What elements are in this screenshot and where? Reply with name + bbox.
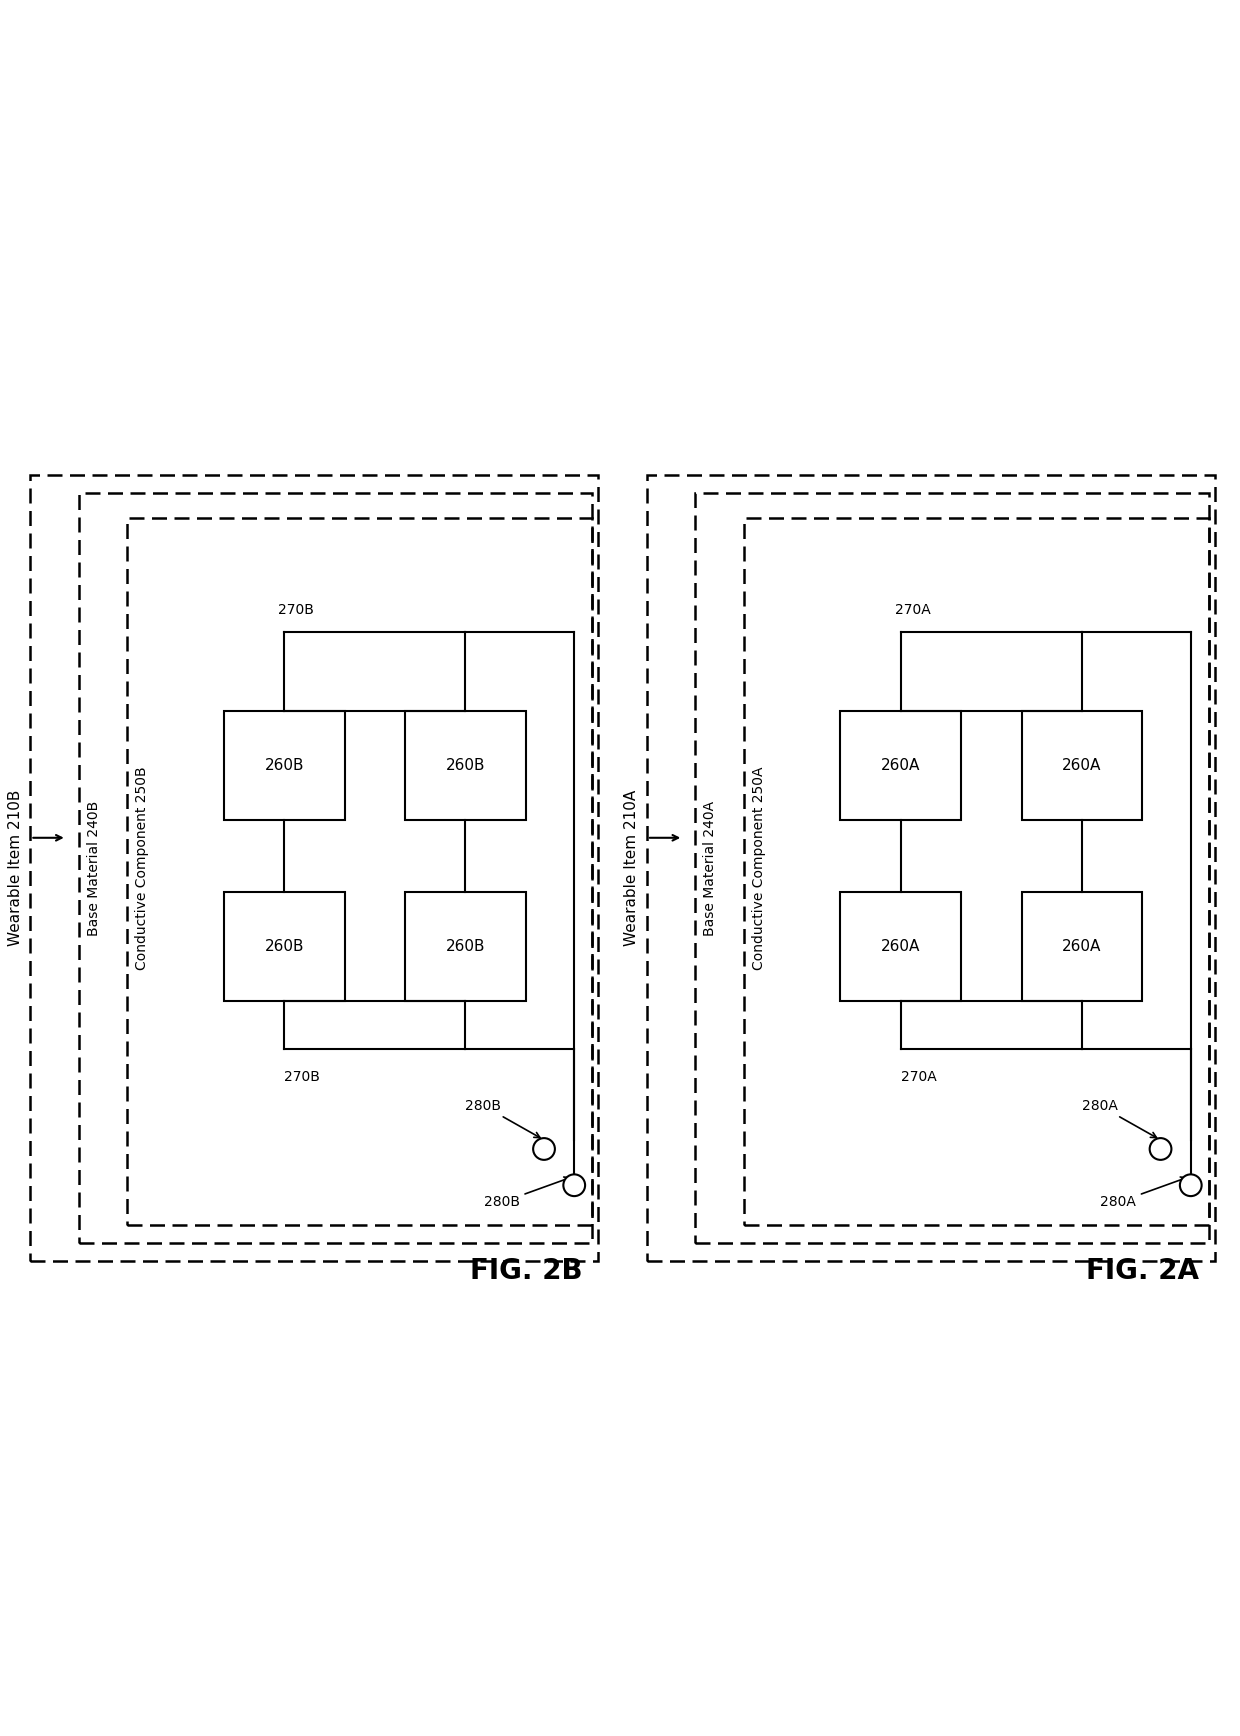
Text: 260B: 260B (445, 939, 485, 955)
Bar (405, 710, 526, 819)
Text: FIG. 2A: FIG. 2A (1086, 1257, 1199, 1285)
Text: Conductive Component 250B: Conductive Component 250B (135, 766, 149, 970)
Bar (223, 892, 345, 1002)
Text: 260B: 260B (445, 759, 485, 773)
Text: Conductive Component 250A: Conductive Component 250A (751, 766, 766, 970)
Text: 280A: 280A (1083, 1099, 1157, 1137)
Bar (841, 710, 961, 819)
Bar (1022, 710, 1142, 819)
Text: 260B: 260B (264, 939, 304, 955)
Circle shape (1180, 1174, 1202, 1196)
Bar (405, 892, 526, 1002)
Bar (841, 892, 961, 1002)
Text: 260A: 260A (1063, 759, 1101, 773)
Text: 260A: 260A (1063, 939, 1101, 955)
Text: 260B: 260B (264, 759, 304, 773)
Text: Wearable Item 210A: Wearable Item 210A (624, 790, 640, 946)
Circle shape (563, 1174, 585, 1196)
Text: Wearable Item 210B: Wearable Item 210B (7, 790, 22, 946)
Text: 270A: 270A (895, 602, 931, 618)
Text: 270B: 270B (284, 1071, 320, 1085)
Circle shape (533, 1139, 554, 1160)
Text: 260A: 260A (882, 939, 920, 955)
Text: Base Material 240A: Base Material 240A (703, 800, 718, 936)
Circle shape (1149, 1139, 1172, 1160)
Bar (1022, 892, 1142, 1002)
Text: 280B: 280B (484, 1177, 570, 1210)
Text: 280A: 280A (1100, 1177, 1187, 1210)
Text: 280B: 280B (465, 1099, 539, 1137)
Text: 260A: 260A (882, 759, 920, 773)
Text: FIG. 2B: FIG. 2B (470, 1257, 583, 1285)
Bar (223, 710, 345, 819)
Text: Base Material 240B: Base Material 240B (87, 800, 100, 936)
Text: 270B: 270B (278, 602, 314, 618)
Text: 270A: 270A (901, 1071, 936, 1085)
